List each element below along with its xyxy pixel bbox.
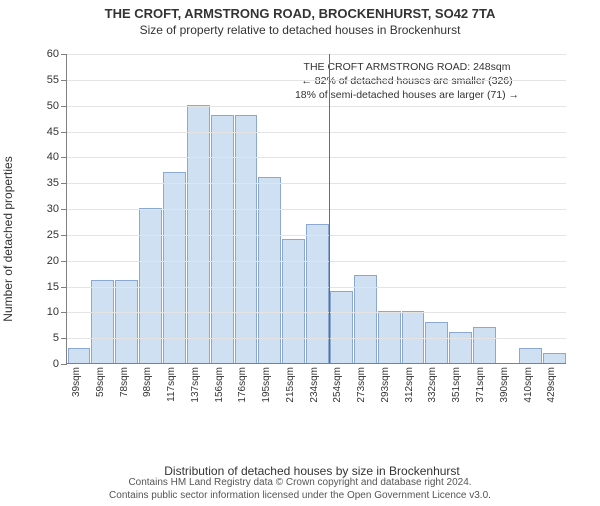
- x-tick-label: 390sqm: [499, 367, 510, 403]
- histogram-bar: [68, 348, 91, 364]
- y-tick-label: 20: [47, 255, 59, 267]
- x-tick-label: 332sqm: [427, 367, 438, 403]
- chart-annotation: THE CROFT ARMSTRONG ROAD: 248sqm ← 82% o…: [267, 58, 547, 105]
- histogram-bar: [449, 332, 472, 363]
- y-tick: [61, 209, 67, 210]
- histogram-bar: [306, 224, 329, 364]
- x-tick-label: 410sqm: [523, 367, 534, 403]
- x-tick-label: 137sqm: [190, 367, 201, 403]
- x-tick-label: 215sqm: [285, 367, 296, 403]
- y-tick-label: 15: [47, 281, 59, 293]
- histogram-bar: [519, 348, 542, 364]
- x-tick-label: 195sqm: [261, 367, 272, 403]
- y-axis-label: Number of detached properties: [1, 156, 15, 321]
- footer-attribution: Contains HM Land Registry data © Crown c…: [0, 477, 600, 502]
- annotation-line-2: ← 82% of detached houses are smaller (32…: [271, 74, 543, 88]
- y-tick-label: 60: [47, 48, 59, 60]
- y-tick-label: 30: [47, 203, 59, 215]
- gridline: [67, 157, 566, 158]
- y-tick-label: 40: [47, 151, 59, 163]
- gridline: [67, 287, 566, 288]
- x-axis-label: Distribution of detached houses by size …: [48, 464, 576, 478]
- gridline: [67, 132, 566, 133]
- y-tick: [61, 287, 67, 288]
- histogram-chart: Number of detached properties 39sqm59sqm…: [48, 54, 576, 424]
- gridline: [67, 312, 566, 313]
- footer-line-2: Contains public sector information licen…: [0, 490, 600, 503]
- histogram-bar: [139, 208, 162, 363]
- page-subtitle: Size of property relative to detached ho…: [0, 23, 600, 37]
- histogram-bar: [473, 327, 496, 363]
- plot-area: 39sqm59sqm78sqm98sqm117sqm137sqm156sqm17…: [66, 54, 566, 364]
- y-tick: [61, 312, 67, 313]
- x-tick-label: 39sqm: [71, 367, 82, 397]
- histogram-bar: [354, 275, 377, 363]
- gridline: [67, 183, 566, 184]
- histogram-bar: [115, 280, 138, 363]
- x-tick-label: 293sqm: [380, 367, 391, 403]
- x-tick-label: 312sqm: [404, 367, 415, 403]
- gridline: [67, 235, 566, 236]
- y-tick-label: 0: [53, 358, 59, 370]
- gridline: [67, 54, 566, 55]
- y-tick: [61, 157, 67, 158]
- y-tick-label: 25: [47, 229, 59, 241]
- y-tick-label: 55: [47, 74, 59, 86]
- histogram-bar: [258, 177, 281, 363]
- gridline: [67, 261, 566, 262]
- histogram-bar: [282, 239, 305, 363]
- y-tick: [61, 235, 67, 236]
- y-tick: [61, 364, 67, 365]
- gridline: [67, 80, 566, 81]
- y-tick: [61, 338, 67, 339]
- y-tick-label: 50: [47, 100, 59, 112]
- histogram-bar: [91, 280, 114, 363]
- y-tick: [61, 132, 67, 133]
- y-tick-label: 35: [47, 177, 59, 189]
- y-tick-label: 45: [47, 126, 59, 138]
- page-title: THE CROFT, ARMSTRONG ROAD, BROCKENHURST,…: [0, 6, 600, 21]
- histogram-bar: [211, 115, 234, 363]
- y-tick-label: 10: [47, 306, 59, 318]
- x-tick-label: 78sqm: [119, 367, 130, 397]
- y-tick: [61, 261, 67, 262]
- x-tick-label: 371sqm: [475, 367, 486, 403]
- x-tick-label: 156sqm: [214, 367, 225, 403]
- x-tick-label: 254sqm: [332, 367, 343, 403]
- annotation-line-1: THE CROFT ARMSTRONG ROAD: 248sqm: [271, 60, 543, 74]
- x-tick-label: 59sqm: [95, 367, 106, 397]
- y-tick: [61, 183, 67, 184]
- histogram-bar: [330, 291, 353, 363]
- x-tick-label: 429sqm: [546, 367, 557, 403]
- gridline: [67, 209, 566, 210]
- y-tick: [61, 80, 67, 81]
- x-tick-label: 351sqm: [451, 367, 462, 403]
- annotation-line-3: 18% of semi-detached houses are larger (…: [271, 88, 543, 102]
- reference-line: [329, 54, 330, 363]
- x-tick-label: 176sqm: [237, 367, 248, 403]
- x-tick-label: 273sqm: [356, 367, 367, 403]
- y-tick: [61, 106, 67, 107]
- histogram-bar: [235, 115, 258, 363]
- footer-line-1: Contains HM Land Registry data © Crown c…: [0, 477, 600, 490]
- y-tick: [61, 54, 67, 55]
- histogram-bar: [187, 105, 210, 363]
- x-tick-label: 98sqm: [142, 367, 153, 397]
- y-tick-label: 5: [53, 332, 59, 344]
- histogram-bar: [163, 172, 186, 363]
- histogram-bar: [425, 322, 448, 363]
- histogram-bar: [543, 353, 566, 363]
- gridline: [67, 338, 566, 339]
- x-tick-label: 117sqm: [166, 367, 177, 402]
- x-tick-label: 234sqm: [309, 367, 320, 403]
- gridline: [67, 106, 566, 107]
